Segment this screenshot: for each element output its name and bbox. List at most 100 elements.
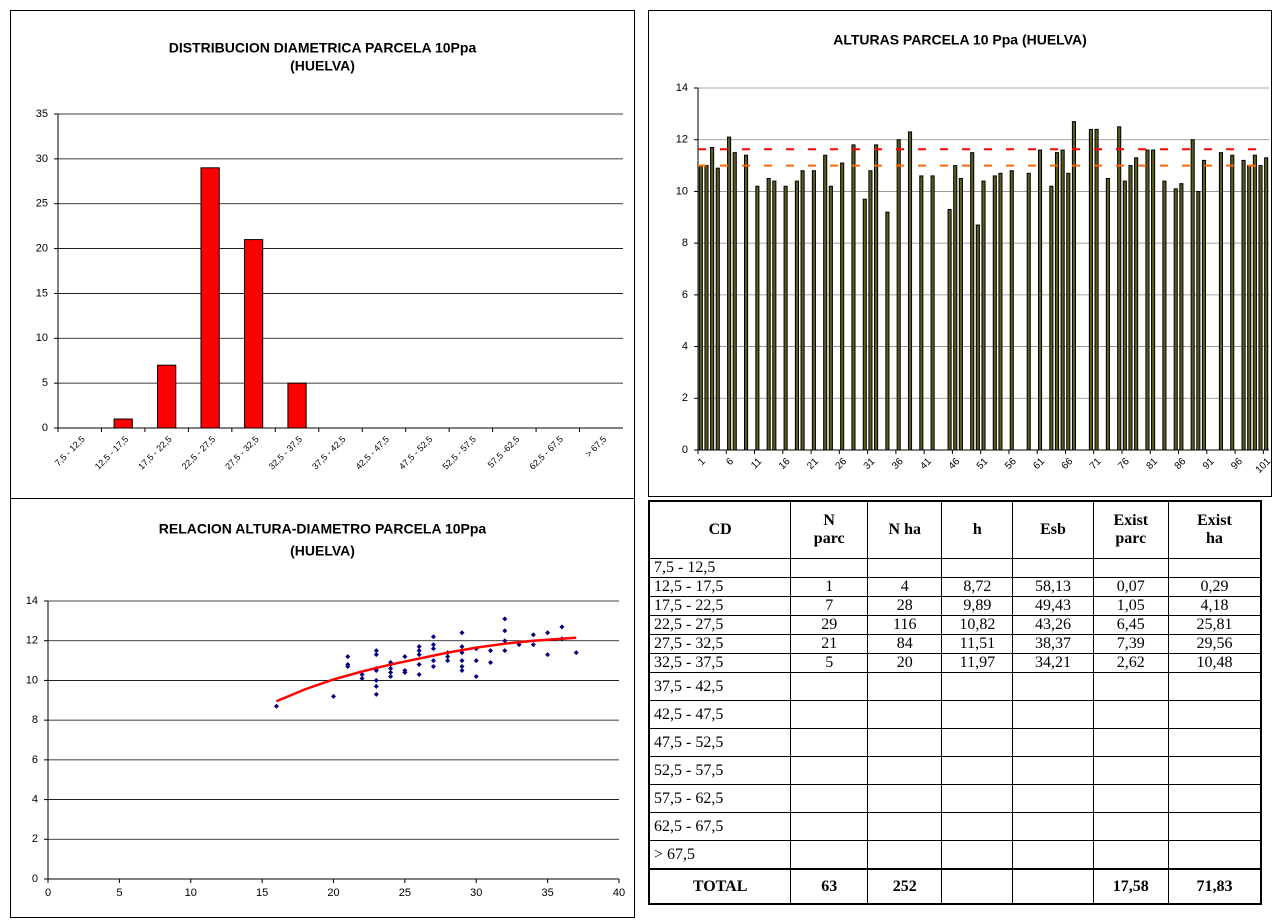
- table-cell: [1167, 812, 1262, 841]
- bar: [1105, 178, 1110, 451]
- table-cell: 22,5 - 27,5: [648, 615, 792, 635]
- table-cell: 7,5 - 12,5: [648, 558, 792, 578]
- bar: [823, 154, 828, 451]
- point: [373, 691, 379, 697]
- bar: [1179, 183, 1184, 451]
- bar: [743, 154, 749, 451]
- table-cell: [867, 558, 943, 578]
- x-tick-label: 12,5 - 17,5: [93, 434, 130, 471]
- point: [459, 664, 465, 670]
- y-tick-label: 0: [42, 422, 48, 434]
- bar: [243, 239, 264, 429]
- table-cell: 4: [867, 577, 943, 597]
- header-cell: N ha: [867, 500, 943, 559]
- bar: [868, 170, 873, 451]
- point: [402, 654, 408, 660]
- point: [416, 671, 422, 677]
- bar: [992, 175, 997, 451]
- table-cell: [867, 784, 943, 813]
- table-row: 57,5 - 62,5: [648, 784, 1262, 813]
- point: [402, 668, 408, 673]
- y-tick-label: 10: [36, 332, 48, 344]
- table-cell: [867, 840, 943, 870]
- table-cell: 63: [790, 868, 869, 905]
- x-tick-label: 20: [327, 887, 339, 899]
- bar: [715, 167, 720, 451]
- x-tick-label: 7,5 - 12,5: [53, 434, 87, 468]
- x-tick-label: 26: [834, 456, 850, 472]
- table-cell: [1167, 558, 1262, 578]
- bar: [727, 136, 732, 451]
- table-cell: 17,58: [1092, 868, 1169, 905]
- bar: [1151, 149, 1156, 451]
- chart-frame: DISTRIBUCION DIAMETRICA PARCELA 10Ppa (HU…: [10, 10, 635, 499]
- table-cell: [941, 812, 1014, 841]
- bar: [1190, 139, 1195, 451]
- bar: [1088, 128, 1093, 451]
- bar: [953, 165, 958, 451]
- point: [559, 624, 565, 630]
- table-cell: > 67,5: [648, 840, 792, 870]
- bar: [287, 382, 307, 429]
- point: [388, 673, 394, 679]
- point: [502, 638, 508, 644]
- point: [445, 658, 451, 664]
- table-cell: [1167, 700, 1262, 729]
- x-tick-label: 5: [116, 887, 122, 899]
- bar: [704, 165, 709, 451]
- table-cell: [790, 840, 869, 870]
- table-cell: [1012, 728, 1094, 757]
- point: [459, 668, 465, 673]
- point: [430, 658, 436, 664]
- table-cell: [790, 812, 869, 841]
- table-cell: [790, 756, 869, 785]
- table-row: 32,5 - 37,5 5 20 11,97 34,21 2,62 10,48: [648, 653, 1262, 673]
- bar: [1094, 128, 1099, 451]
- x-tick-label: 35: [542, 887, 554, 899]
- table-cell: 5: [790, 653, 869, 673]
- table-cell: 47,5 - 52,5: [648, 728, 792, 757]
- bar: [840, 162, 845, 451]
- table-cell: 10,48: [1167, 653, 1262, 673]
- x-tick-label: 96: [1229, 456, 1245, 472]
- table-cell: 42,5 - 47,5: [648, 700, 792, 729]
- table-cell: [941, 840, 1014, 870]
- table-cell: [1167, 840, 1262, 870]
- bar: [1134, 157, 1139, 451]
- header-cell: Exist parc: [1092, 500, 1169, 559]
- header-cell: CD: [648, 500, 792, 559]
- bar: [874, 144, 879, 451]
- table-cell: [867, 812, 943, 841]
- x-tick-label: 71: [1088, 456, 1104, 472]
- x-tick-label: 47,5 - 52,5: [397, 434, 434, 471]
- table-cell: 27,5 - 32,5: [648, 634, 792, 654]
- bar: [1201, 159, 1207, 451]
- point: [430, 642, 436, 648]
- chart-title: (HUELVA): [290, 58, 355, 74]
- table-cell: 116: [867, 615, 943, 635]
- data-table: CD N parc N ha h Esb Exist parc Exist ha 7,5 - …: [648, 500, 1262, 905]
- table-cell: [1012, 672, 1094, 701]
- y-tick-label: 0: [32, 873, 38, 885]
- table-row: 37,5 - 42,5: [648, 672, 1262, 701]
- y-tick-label: 10: [26, 674, 38, 686]
- table-cell: [1012, 868, 1094, 905]
- table-cell: 21: [790, 634, 869, 654]
- point: [416, 652, 422, 658]
- bar: [970, 152, 975, 451]
- bar: [1145, 149, 1150, 451]
- table-cell: [1012, 840, 1094, 870]
- y-tick-label: 12: [676, 134, 688, 146]
- point: [473, 673, 479, 679]
- table-cell: [867, 728, 943, 757]
- table-cell: 10,82: [941, 615, 1014, 635]
- y-tick-label: 4: [682, 340, 688, 352]
- point: [488, 648, 494, 654]
- bar: [1122, 180, 1127, 451]
- bar: [1049, 185, 1054, 451]
- bar: [1060, 149, 1065, 451]
- x-tick-label: 51: [975, 456, 991, 472]
- point: [373, 652, 379, 658]
- y-tick-label: 8: [32, 714, 38, 726]
- bar: [862, 198, 867, 451]
